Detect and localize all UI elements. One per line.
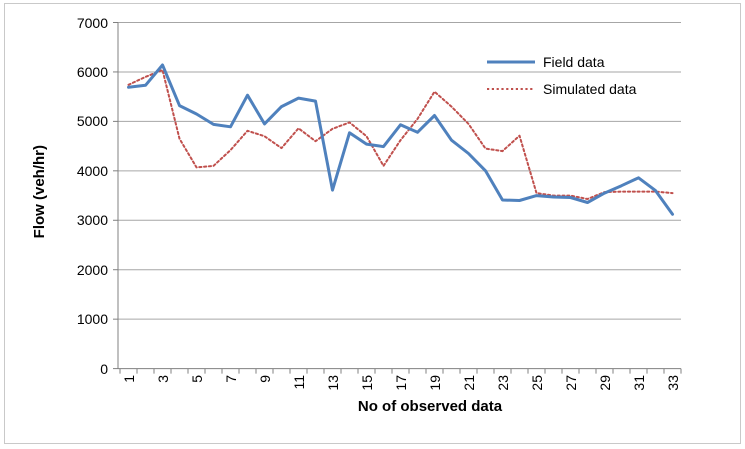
legend-item-simulated-data: Simulated data — [487, 75, 636, 102]
legend-line-dotted-icon — [487, 87, 535, 90]
x-tick-label: 3 — [154, 375, 171, 383]
y-tick-label: 5000 — [76, 113, 108, 130]
legend-item-field-data: Field data — [487, 48, 636, 75]
x-tick-label: 19 — [426, 375, 443, 391]
x-tick-label: 5 — [188, 375, 205, 383]
x-tick-label: 23 — [494, 375, 511, 391]
x-tick-label: 7 — [222, 375, 239, 383]
chart-border — [4, 3, 741, 444]
x-tick-label: 13 — [324, 375, 341, 391]
y-tick-label: 2000 — [76, 261, 108, 278]
x-tick-label: 17 — [392, 375, 409, 391]
y-tick-label: 4000 — [76, 162, 108, 179]
series-line-field-data — [127, 63, 674, 216]
x-tick-label: 11 — [290, 375, 307, 390]
y-tick-label: 1000 — [76, 311, 108, 328]
y-tick-label: 0 — [100, 360, 108, 377]
y-tick-label: 3000 — [76, 212, 108, 229]
series-line-simulated-data — [127, 69, 674, 200]
x-tick-label: 21 — [460, 375, 477, 391]
x-tick-label: 33 — [664, 375, 681, 391]
legend-label-field-data: Field data — [543, 53, 605, 70]
x-tick-label: 29 — [596, 375, 613, 391]
y-axis-title: Flow (veh/hr) — [31, 145, 48, 239]
y-tick-label: 6000 — [76, 63, 108, 80]
legend-line-solid-icon — [487, 60, 535, 63]
x-tick-label: 1 — [120, 375, 137, 383]
legend: Field data Simulated data — [487, 48, 636, 102]
x-tick-label: 25 — [528, 375, 545, 391]
legend-label-simulated-data: Simulated data — [543, 80, 637, 97]
x-tick-label: 31 — [630, 375, 647, 391]
x-tick-label: 27 — [562, 375, 579, 391]
x-axis-title: No of observed data — [357, 398, 503, 415]
x-tick-label: 15 — [358, 375, 375, 391]
y-tick-label: 7000 — [76, 14, 108, 31]
x-tick-label: 9 — [256, 375, 273, 383]
